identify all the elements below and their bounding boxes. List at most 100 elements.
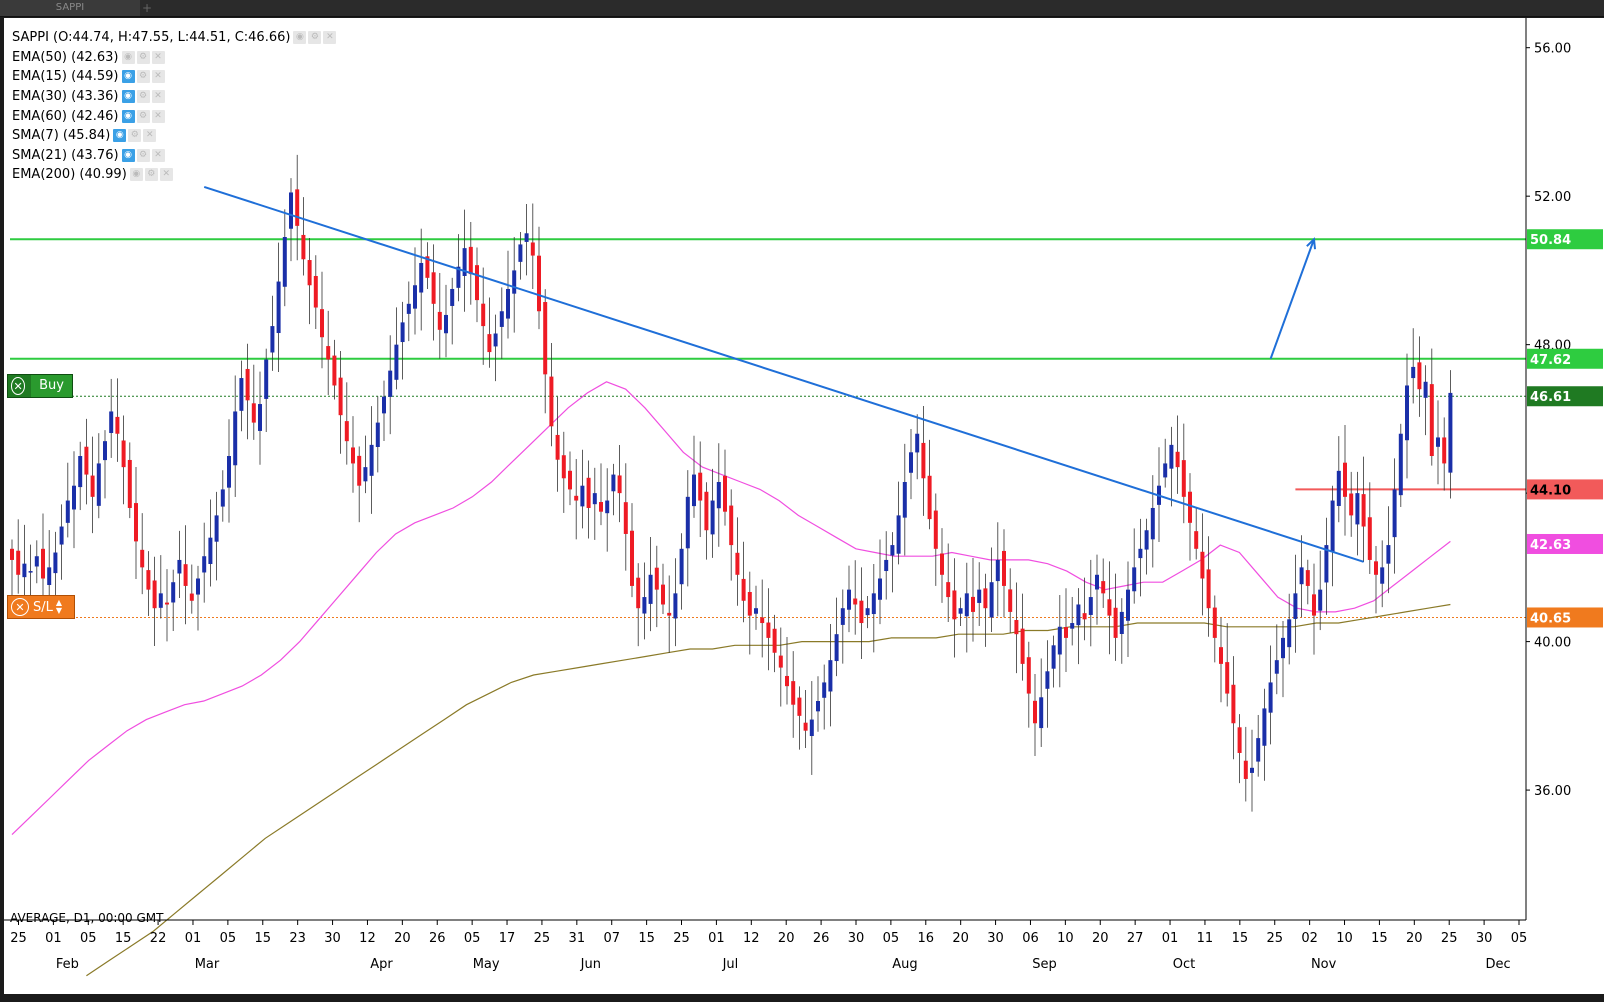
candle-body <box>1138 548 1143 559</box>
candle <box>338 351 343 454</box>
close-icon[interactable]: ✕ <box>143 129 157 143</box>
eye-icon[interactable]: ◉ <box>121 90 135 104</box>
x-month-label: Aug <box>892 957 917 972</box>
close-icon[interactable]: ✕ <box>159 168 173 182</box>
candle-body <box>679 548 684 585</box>
candle-body <box>1268 682 1273 713</box>
candle-body <box>1008 589 1013 612</box>
x-tick-label: 01 <box>1162 931 1179 946</box>
candle-body <box>388 370 393 397</box>
x-month-label: Jul <box>722 957 739 972</box>
candle <box>989 547 994 633</box>
candle <box>915 414 920 480</box>
eye-icon[interactable]: ◉ <box>121 70 135 84</box>
candle-body <box>673 593 678 619</box>
candle <box>1014 582 1019 674</box>
candle-body <box>654 567 659 590</box>
candle-body <box>537 255 541 312</box>
candle <box>1231 656 1236 760</box>
candle <box>189 564 194 614</box>
candle <box>1107 561 1112 655</box>
buy-order-badge[interactable]: ✕ Buy <box>7 374 73 398</box>
candle-body <box>375 422 380 447</box>
eye-icon[interactable]: ◉ <box>113 129 127 143</box>
candle <box>394 307 399 390</box>
candle-body <box>1057 626 1062 655</box>
candle <box>437 272 442 359</box>
eye-icon[interactable]: ◉ <box>121 50 135 64</box>
candle-body <box>1318 589 1323 611</box>
eye-icon[interactable]: ◉ <box>129 168 143 182</box>
eye-icon[interactable]: ◉ <box>121 148 135 162</box>
eye-icon[interactable]: ◉ <box>293 31 307 45</box>
candle <box>146 551 151 616</box>
x-tick-label: 10 <box>1057 931 1074 946</box>
gear-icon[interactable]: ⚙ <box>144 168 158 182</box>
candle-body <box>927 475 932 520</box>
candle-body <box>1367 517 1372 560</box>
candle-body <box>778 655 783 668</box>
candle-body <box>1281 637 1285 659</box>
candle-body <box>34 556 39 567</box>
gear-icon[interactable]: ⚙ <box>308 31 322 45</box>
candle <box>741 541 746 623</box>
candle-body <box>1070 623 1075 629</box>
new-tab-icon[interactable]: + <box>142 1 153 15</box>
close-icon[interactable]: ✕ <box>151 50 165 64</box>
close-stop-loss-icon[interactable]: ✕ <box>11 598 29 616</box>
candle <box>1355 471 1360 556</box>
gear-icon[interactable]: ⚙ <box>128 129 142 143</box>
x-tick-label: 25 <box>10 931 27 946</box>
price-tag-label: 40.65 <box>1530 611 1571 626</box>
gear-icon[interactable]: ⚙ <box>136 109 150 123</box>
candle-body <box>568 470 572 490</box>
x-tick-label: 20 <box>778 931 795 946</box>
price-chart[interactable]: 56.0052.0048.0044.0040.0036.002501051522… <box>4 18 1604 994</box>
stop-loss-adjust-icon[interactable]: ▲ ▼ <box>55 598 63 615</box>
gear-icon[interactable]: ⚙ <box>136 90 150 104</box>
candle-body <box>964 593 969 617</box>
candle-body <box>65 500 70 523</box>
gear-icon[interactable]: ⚙ <box>136 70 150 84</box>
candle <box>803 689 808 748</box>
candle <box>1169 426 1174 507</box>
candle <box>1126 561 1130 657</box>
candle <box>34 540 39 584</box>
candle <box>220 470 225 522</box>
candle <box>177 530 182 598</box>
candle-body <box>847 589 851 610</box>
legend-row: SMA(7) (45.84) ◉ ⚙ ✕ <box>12 126 336 146</box>
candle-body <box>233 411 238 466</box>
candle-body <box>1026 657 1031 694</box>
stop-loss-badge[interactable]: ✕ S/L ▲ ▼ <box>7 595 75 619</box>
candle <box>1206 536 1211 637</box>
candle <box>506 250 510 339</box>
close-icon[interactable]: ✕ <box>151 90 165 104</box>
candle-body <box>543 302 548 375</box>
candle <box>933 493 938 586</box>
eye-icon[interactable]: ◉ <box>121 109 135 123</box>
candle-body <box>555 434 560 460</box>
candle-body <box>977 589 982 603</box>
close-icon[interactable]: ✕ <box>151 70 165 84</box>
close-icon[interactable]: ✕ <box>151 109 165 123</box>
close-order-icon[interactable]: ✕ <box>11 377 26 395</box>
close-icon[interactable]: ✕ <box>151 148 165 162</box>
candle <box>475 247 479 323</box>
candle <box>444 284 448 358</box>
x-tick-label: 26 <box>813 931 830 946</box>
candle <box>828 623 833 727</box>
candle <box>878 539 882 625</box>
candle <box>791 651 796 738</box>
candle-body <box>282 237 287 287</box>
candle-body <box>413 285 417 309</box>
tab-sappi[interactable]: SAPPI <box>0 0 140 16</box>
candle-body <box>952 590 957 620</box>
candle <box>10 539 14 599</box>
gear-icon[interactable]: ⚙ <box>136 148 150 162</box>
gear-icon[interactable]: ⚙ <box>136 50 150 64</box>
candle-body <box>1033 700 1037 724</box>
close-icon[interactable]: ✕ <box>323 31 337 45</box>
candle-body <box>22 563 27 578</box>
x-tick-label: 12 <box>359 931 376 946</box>
